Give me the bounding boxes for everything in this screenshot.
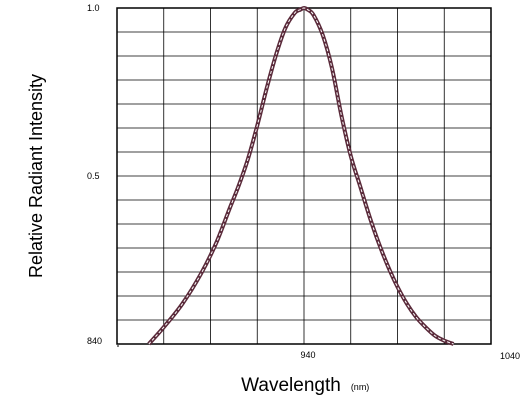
plot-grid <box>117 8 491 347</box>
x-tick-label-940: 940 <box>300 350 315 360</box>
x-axis-unit: (nm) <box>351 382 370 392</box>
series-group <box>147 6 455 346</box>
y-tick-label-1-0: 1.0 <box>87 3 100 13</box>
x-tick-label-840: 840 <box>87 336 102 346</box>
series-line-inner <box>148 7 454 345</box>
x-tick-label-1040: 1040 <box>500 351 520 361</box>
y-tick-label-0-5: 0.5 <box>87 171 100 181</box>
y-axis-label: Relative Radiant Intensity <box>26 74 46 278</box>
x-axis-label: Wavelength <box>241 375 341 396</box>
